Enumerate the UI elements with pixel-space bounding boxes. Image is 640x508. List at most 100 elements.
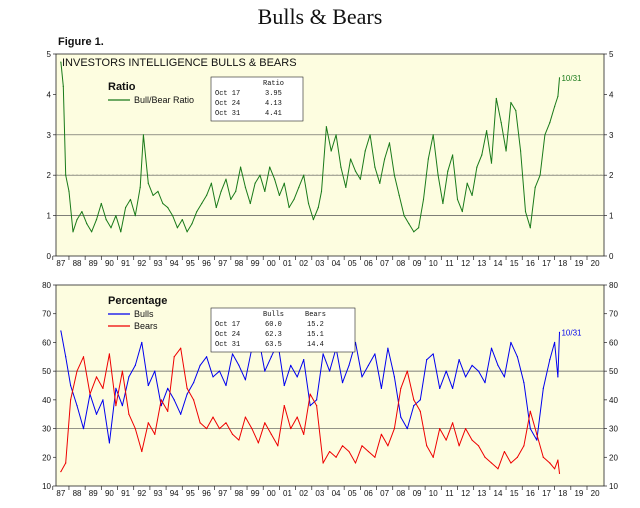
ratio-y-axis-left: 0 1 2 3 4 5 [47, 50, 56, 261]
y-tick-label: 1 [609, 212, 614, 221]
x-tick-label: 97 [218, 489, 227, 498]
data-point [471, 439, 473, 441]
data-point [212, 376, 214, 378]
bulls-legend-label: Bulls [134, 309, 154, 319]
x-tick-label: 90 [105, 489, 114, 498]
y-tick-label: 4 [609, 90, 614, 99]
data-point [273, 178, 276, 180]
data-point [524, 210, 527, 213]
data-point [230, 198, 232, 201]
data-point [445, 370, 447, 372]
data-point [549, 462, 551, 464]
data-point [554, 341, 556, 344]
x-tick-label: 12 [461, 259, 470, 268]
data-point [231, 353, 234, 355]
x-tick-label: 97 [218, 259, 227, 268]
y-tick-label: 5 [609, 50, 614, 59]
data-point [529, 227, 531, 229]
data-point [497, 468, 499, 470]
data-point [437, 174, 439, 176]
data-point [542, 456, 544, 458]
data-point [60, 61, 62, 63]
data-point [471, 194, 473, 196]
x-tick-label: 07 [380, 489, 389, 498]
x-tick-label: 92 [137, 489, 146, 498]
data-point [235, 190, 237, 192]
data-point [225, 178, 227, 180]
data-point [361, 376, 363, 378]
data-point [115, 405, 117, 407]
data-point [367, 364, 370, 366]
data-point [102, 399, 104, 401]
data-point [558, 77, 561, 79]
data-point [406, 370, 408, 372]
data-point [408, 223, 410, 225]
data-point [557, 95, 559, 98]
x-tick-label: 19 [574, 259, 583, 268]
data-point [393, 427, 395, 430]
data-point [239, 166, 242, 168]
percentage-x-axis: 87 88 89 90 91 92 93 94 95 96 97 98 99 00 01 02 03 04 05 06… [52, 486, 600, 498]
data-point [413, 231, 415, 233]
data-point [374, 456, 376, 458]
data-point [76, 370, 78, 372]
data-point [458, 445, 460, 447]
data-point [244, 379, 247, 381]
data-point [523, 445, 525, 447]
data-point [534, 186, 536, 188]
data-point [486, 130, 488, 132]
data-point [102, 387, 104, 389]
x-tick-label: 15 [510, 489, 519, 498]
series-line-bulls [60, 330, 560, 444]
x-tick-label: 88 [73, 489, 82, 498]
data-point [193, 399, 195, 401]
x-tick-label: 02 [299, 489, 308, 498]
data-point [503, 450, 506, 453]
data-point [520, 150, 522, 152]
data-point [303, 359, 305, 361]
x-tick-label: 09 [413, 489, 422, 498]
x-tick-label: 09 [413, 259, 422, 268]
data-point [181, 219, 183, 221]
bears-legend-label: Bears [134, 321, 158, 331]
ratio-x-axis: 87 88 89 90 91 92 93 94 95 96 97 98 99 00 01 02 03 04 05 06… [52, 256, 600, 268]
data-point [554, 468, 556, 470]
x-tick-label: 01 [283, 489, 292, 498]
y-tick-label: 10 [609, 482, 618, 491]
y-tick-label: 5 [47, 50, 52, 59]
x-tick-label: 15 [510, 259, 519, 268]
table-cell-value: 4.41 [265, 110, 282, 118]
data-point [464, 427, 467, 430]
data-point [393, 376, 395, 378]
data-point [277, 445, 279, 447]
data-point [316, 399, 318, 401]
data-point [490, 162, 493, 164]
x-tick-label: 19 [574, 489, 583, 498]
data-point [341, 445, 344, 447]
data-point [95, 376, 98, 378]
data-point [82, 356, 85, 358]
data-point [100, 202, 102, 205]
data-point [254, 182, 256, 184]
data-point [510, 101, 512, 104]
x-tick-label: 96 [202, 259, 211, 268]
data-point [160, 399, 162, 401]
page-title: Bulls & Bears [257, 4, 383, 29]
data-point [86, 223, 88, 225]
x-tick-label: 95 [186, 489, 195, 498]
data-point [529, 427, 531, 430]
data-point [379, 182, 381, 184]
data-point [341, 382, 344, 384]
data-point [426, 445, 428, 447]
x-tick-label: 20 [591, 259, 600, 268]
table-box [210, 76, 304, 122]
data-point [461, 210, 463, 213]
data-point [283, 384, 285, 387]
data-point [121, 405, 123, 407]
x-tick-label: 00 [267, 489, 276, 498]
data-point [510, 341, 512, 344]
y-tick-label: 2 [609, 171, 614, 180]
data-point [495, 97, 497, 100]
